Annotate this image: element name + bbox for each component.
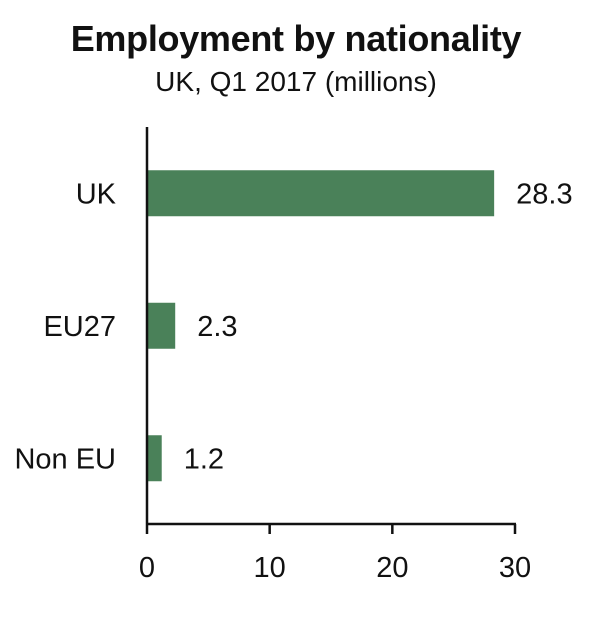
value-label: 1.2 [184, 443, 224, 475]
chart-subtitle: UK, Q1 2017 (millions) [155, 66, 437, 97]
chart-title: Employment by nationality [70, 18, 522, 59]
category-labels-group: UK EU27 Non EU [14, 178, 116, 475]
bar-uk [147, 170, 495, 217]
value-label: 28.3 [516, 178, 572, 210]
bars-group [147, 170, 495, 482]
category-label: EU27 [43, 311, 116, 343]
value-labels-group: 28.3 2.3 1.2 [184, 178, 573, 475]
x-tick-label: 30 [499, 552, 531, 584]
x-ticks-group: 0 10 20 30 [139, 524, 531, 584]
x-tick-label: 10 [254, 552, 286, 584]
x-tick-label: 20 [376, 552, 408, 584]
category-label: UK [76, 178, 117, 210]
x-tick-label: 0 [139, 552, 155, 584]
category-label: Non EU [14, 443, 116, 475]
value-label: 2.3 [197, 311, 237, 343]
bar-non-eu [147, 435, 162, 482]
bar-eu27 [147, 302, 176, 349]
